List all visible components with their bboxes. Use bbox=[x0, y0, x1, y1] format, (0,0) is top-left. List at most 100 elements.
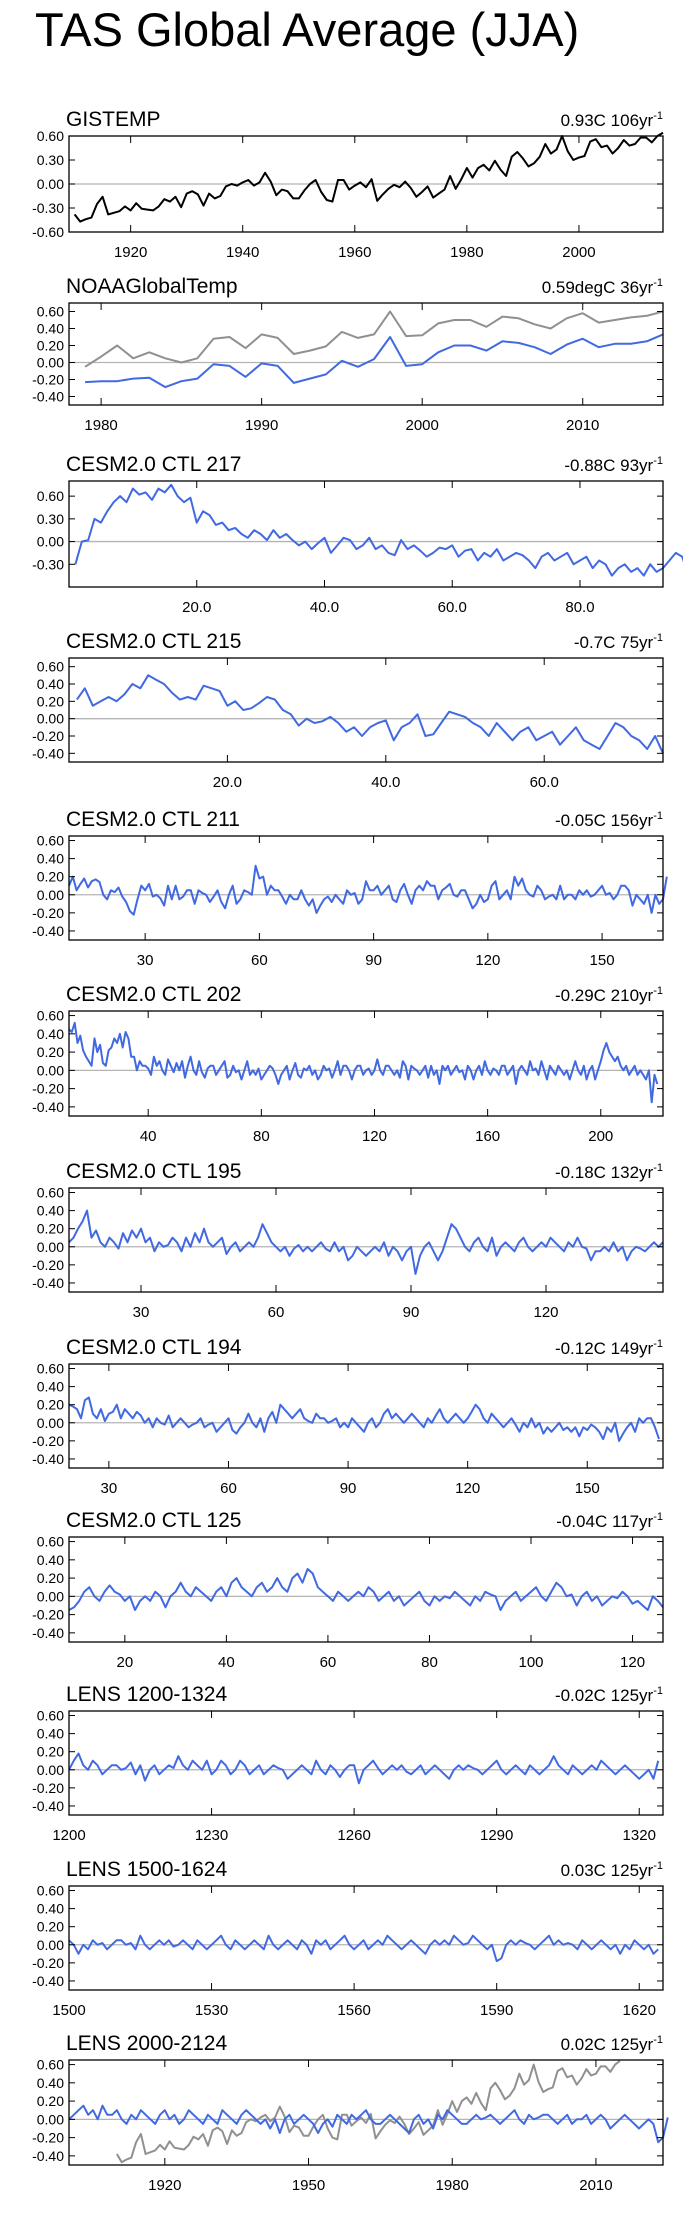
y-tick-label: 0.20 bbox=[37, 1397, 64, 1413]
y-tick-label: 0.20 bbox=[37, 2093, 64, 2109]
y-tick-label: 0.60 bbox=[37, 1008, 64, 1024]
x-tick-label: 1960 bbox=[338, 244, 371, 261]
y-tick-label: -0.20 bbox=[32, 1257, 64, 1273]
chart-stat: -0.18C 132yr-1 bbox=[555, 1162, 663, 1182]
x-tick-label: 1530 bbox=[195, 2002, 228, 2019]
series-line-1 bbox=[68, 1568, 664, 1611]
y-tick-label: -0.20 bbox=[32, 1955, 64, 1971]
y-tick-label: 0.60 bbox=[37, 1361, 64, 1377]
y-tick-label: 0.60 bbox=[37, 2057, 64, 2073]
series-line-1 bbox=[74, 483, 683, 577]
page-title: TAS Global Average (JJA) bbox=[35, 3, 580, 56]
y-tick-label: -0.40 bbox=[32, 1451, 64, 1467]
chart-panel-3: CESM2.0 CTL 217 -0.88C 93yr-1 0.60 0.30 0.00… bbox=[32, 453, 683, 616]
x-tick-label: 1320 bbox=[623, 1827, 656, 1844]
series-line-1 bbox=[73, 131, 664, 223]
chart-stat: -0.04C 117yr-1 bbox=[556, 1511, 663, 1531]
y-tick-label: -0.20 bbox=[32, 728, 64, 744]
y-tick-label: 0.20 bbox=[37, 1044, 64, 1060]
x-tick-label: 40.0 bbox=[310, 599, 339, 616]
y-tick-label: 0.60 bbox=[37, 304, 64, 320]
series-line-2 bbox=[85, 333, 664, 389]
y-tick-label: 0.00 bbox=[37, 1415, 64, 1431]
x-tick-label: 60 bbox=[268, 1304, 285, 1321]
plot-frame bbox=[68, 1885, 664, 1991]
chart-title: CESM2.0 CTL 202 bbox=[66, 983, 241, 1006]
x-tick-label: 1560 bbox=[337, 2002, 370, 2019]
y-tick-label: 0.00 bbox=[37, 1239, 64, 1255]
y-tick-label: -0.40 bbox=[32, 389, 64, 405]
y-tick-label: -0.40 bbox=[32, 2148, 64, 2164]
y-tick-label: -0.20 bbox=[32, 2130, 64, 2146]
chart-stat: 0.93C 106yr-1 bbox=[561, 110, 663, 130]
plot-frame bbox=[68, 657, 664, 763]
y-tick-label: 0.20 bbox=[37, 1919, 64, 1935]
x-tick-label: 80 bbox=[421, 1654, 438, 1671]
x-tick-label: 1230 bbox=[195, 1827, 228, 1844]
x-tick-label: 90 bbox=[340, 1480, 357, 1497]
y-tick-label: -0.40 bbox=[32, 1973, 64, 1989]
y-tick-label: 0.40 bbox=[37, 1379, 64, 1395]
chart-panel-4: CESM2.0 CTL 215 -0.7C 75yr-1 0.600.400.20 0… bbox=[32, 630, 664, 791]
chart-title: CESM2.0 CTL 217 bbox=[66, 453, 241, 476]
x-tick-label: 40.0 bbox=[371, 774, 400, 791]
series-line-1 bbox=[84, 310, 664, 368]
x-tick-label: 20.0 bbox=[182, 599, 211, 616]
y-tick-label: -0.40 bbox=[32, 1275, 64, 1291]
chart-title: LENS 1500-1624 bbox=[66, 1858, 227, 1881]
y-tick-label: 0.00 bbox=[37, 1062, 64, 1078]
x-tick-label: 60.0 bbox=[438, 599, 467, 616]
plot-frame bbox=[68, 2059, 664, 2166]
y-tick-label: -0.20 bbox=[32, 1433, 64, 1449]
chart-title: LENS 1200-1324 bbox=[66, 1683, 227, 1706]
x-tick-label: 30 bbox=[101, 1480, 118, 1497]
chart-panel-10: LENS 1200-1324 -0.02C 125yr-1 0.60 0.40 0.20… bbox=[32, 1683, 664, 1844]
y-tick-label: -0.60 bbox=[32, 224, 64, 240]
y-tick-label: 0.40 bbox=[37, 676, 64, 692]
chart-title: CESM2.0 CTL 215 bbox=[66, 630, 241, 653]
series-line-1 bbox=[68, 1209, 664, 1275]
x-tick-label: 150 bbox=[590, 952, 615, 969]
y-tick-label: -0.40 bbox=[32, 923, 64, 939]
x-tick-label: 1200 bbox=[52, 1827, 85, 1844]
x-tick-label: 120 bbox=[455, 1480, 480, 1497]
y-tick-label: -0.30 bbox=[32, 200, 64, 216]
chart-stat: -0.12C 149yr-1 bbox=[555, 1338, 663, 1358]
y-tick-label: 0.20 bbox=[37, 693, 64, 709]
y-tick-label: 0.60 bbox=[37, 1534, 64, 1550]
x-tick-label: 200 bbox=[588, 1128, 613, 1145]
y-tick-label: -0.40 bbox=[32, 1099, 64, 1115]
chart-stat: -0.02C 125yr-1 bbox=[555, 1685, 663, 1705]
x-tick-label: 60 bbox=[320, 1654, 337, 1671]
chart-title: CESM2.0 CTL 195 bbox=[66, 1160, 241, 1183]
y-tick-label: -0.20 bbox=[32, 905, 64, 921]
x-tick-label: 1980 bbox=[84, 417, 117, 434]
y-tick-label: -0.20 bbox=[32, 1081, 64, 1097]
x-tick-label: 2010 bbox=[566, 417, 599, 434]
y-tick-label: -0.40 bbox=[32, 1798, 64, 1814]
y-tick-label: 0.40 bbox=[37, 1203, 64, 1219]
y-tick-label: 0.60 bbox=[37, 1185, 64, 1201]
y-tick-label: 0.60 bbox=[37, 659, 64, 675]
x-tick-label: 1500 bbox=[52, 2002, 85, 2019]
y-tick-label: -0.40 bbox=[32, 745, 64, 761]
series-line-1 bbox=[68, 864, 668, 916]
x-tick-label: 60 bbox=[220, 1480, 237, 1497]
y-tick-label: 0.60 bbox=[37, 488, 64, 504]
x-tick-label: 60 bbox=[251, 952, 268, 969]
chart-title: CESM2.0 CTL 211 bbox=[66, 808, 240, 831]
x-tick-label: 1620 bbox=[623, 2002, 656, 2019]
x-tick-label: 120 bbox=[620, 1654, 645, 1671]
y-tick-label: 0.00 bbox=[37, 534, 64, 550]
chart-title: CESM2.0 CTL 125 bbox=[66, 1509, 241, 1532]
plot-frame bbox=[68, 480, 664, 588]
y-tick-label: 0.40 bbox=[37, 2075, 64, 2091]
chart-stat: 0.59degC 36yr-1 bbox=[542, 277, 663, 297]
y-tick-label: 0.40 bbox=[37, 1901, 64, 1917]
x-tick-label: 1290 bbox=[480, 1827, 513, 1844]
plot-frame bbox=[68, 1536, 664, 1643]
plot-frame bbox=[68, 835, 664, 941]
chart-stat: -0.05C 156yr-1 bbox=[555, 810, 663, 830]
series-line-1 bbox=[68, 1934, 659, 1963]
plot-frame bbox=[68, 1363, 664, 1469]
